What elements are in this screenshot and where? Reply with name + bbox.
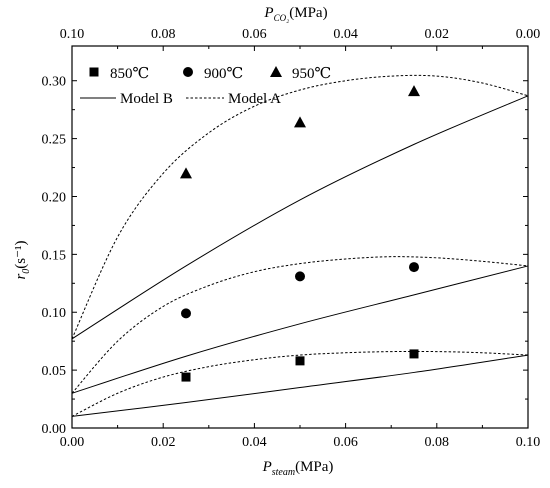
- model-b-curve-2: [71, 265, 529, 394]
- model-a-curve-3: [71, 74, 529, 340]
- model-curves: [71, 74, 529, 417]
- y-tick-label: 0.05: [42, 364, 67, 379]
- model-a-curve-1: [71, 350, 529, 417]
- x2-tick-label: 0.06: [242, 27, 267, 42]
- legend-label: Model A: [228, 91, 281, 107]
- data-point-triangle: [180, 167, 192, 179]
- data-point-circle: [409, 262, 419, 273]
- legend-label: Model B: [120, 91, 173, 107]
- x2-tick-label: 0.08: [151, 27, 176, 42]
- legend-label: 850℃: [110, 66, 149, 82]
- legend-label: 950℃: [292, 66, 331, 82]
- x-tick-label: 0.00: [60, 435, 85, 450]
- x2-axis-title: PCO₂(MPa): [263, 5, 327, 23]
- legend-marker-square: [89, 67, 99, 77]
- y-tick-label: 0.30: [42, 75, 67, 90]
- y-tick-label: 0.10: [42, 306, 67, 321]
- axis-ticks: 0.00 0.02 0.04 0.06 0.08 0.10 0.10 0.08 0.06 0.04…: [42, 27, 541, 450]
- x2-tick-label: 0.00: [516, 27, 541, 42]
- x-tick-label: 0.06: [333, 435, 358, 450]
- legend: 850℃ 900℃ 950℃ Model B Model A: [80, 66, 331, 107]
- data-point-triangle: [408, 85, 420, 97]
- legend-marker-circle: [183, 67, 193, 77]
- model-b-curve-3: [71, 95, 529, 340]
- x-axis-title: Psteam(MPa): [262, 459, 334, 478]
- x-tick-label: 0.10: [516, 435, 541, 450]
- data-point-square: [181, 372, 191, 382]
- data-point-circle: [181, 308, 191, 319]
- data-point-square: [295, 356, 305, 366]
- y-tick-label: 0.20: [42, 190, 67, 205]
- x2-tick-label: 0.02: [425, 27, 450, 42]
- model-a-curve-2: [71, 256, 529, 394]
- model-b-curve-1: [71, 354, 529, 417]
- data-point-triangle: [294, 116, 306, 128]
- x2-tick-label: 0.04: [333, 27, 358, 42]
- y-tick-label: 0.25: [42, 133, 67, 148]
- x2-tick-label: 0.10: [60, 27, 85, 42]
- legend-label: 900℃: [204, 66, 243, 82]
- y-axis-title: r0(s⁻¹): [13, 240, 32, 279]
- x-tick-label: 0.08: [425, 435, 450, 450]
- data-point-square: [409, 349, 419, 359]
- legend-marker-triangle: [270, 66, 282, 77]
- x-tick-label: 0.02: [151, 435, 176, 450]
- y-tick-label: 0.00: [42, 422, 67, 437]
- y-tick-label: 0.15: [42, 248, 67, 263]
- data-markers: [180, 85, 420, 382]
- data-point-circle: [295, 271, 305, 282]
- x-tick-label: 0.04: [242, 435, 267, 450]
